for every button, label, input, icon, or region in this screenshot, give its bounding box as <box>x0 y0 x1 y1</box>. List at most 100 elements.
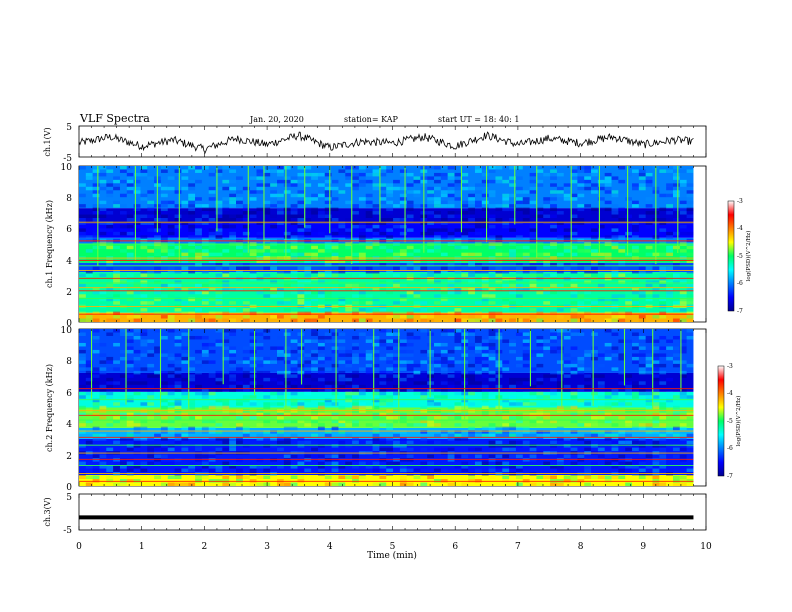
spectrogram-cell <box>311 367 318 371</box>
spectrogram-cell <box>222 437 230 441</box>
spectrogram-cell <box>550 221 557 225</box>
spectrogram-cell <box>488 287 496 291</box>
spectrogram-cell <box>434 297 441 302</box>
spectrogram-cell <box>488 211 496 215</box>
spectrogram-cell <box>618 179 626 184</box>
spectrogram-cell <box>215 273 223 277</box>
spectrogram-cell <box>99 266 107 270</box>
spectrogram-cell <box>618 280 626 284</box>
spectrogram-cell <box>618 311 626 316</box>
spectrogram-cell <box>420 419 428 424</box>
spectrogram-cell <box>666 377 673 382</box>
spectrogram-cell <box>283 370 291 375</box>
spectrogram-cell <box>311 353 318 357</box>
spectrogram-cell <box>358 391 366 396</box>
spectrogram-cell <box>236 398 243 403</box>
spectrogram-cell <box>79 367 86 371</box>
spectrogram-cell <box>474 200 482 205</box>
spectrogram-cell <box>556 186 564 191</box>
spectrogram-cell <box>536 169 544 173</box>
spectrogram-cell <box>304 454 312 459</box>
spectrogram-cell <box>659 412 667 417</box>
spectrogram-cell <box>632 461 639 466</box>
spectrogram-cell <box>297 221 305 225</box>
spectrogram-cell <box>215 280 223 284</box>
spectrogram-cell <box>522 335 530 340</box>
spectrogram-cell <box>276 200 284 205</box>
spectrogram-cell <box>270 315 277 319</box>
spectrogram-cell <box>584 294 592 298</box>
spectrogram-cell <box>618 249 626 253</box>
spectrogram-cell <box>181 169 189 173</box>
spectrogram-cell <box>536 384 544 389</box>
spectrogram-cell <box>147 454 155 459</box>
spectrogram-cell <box>406 363 414 368</box>
spectrogram-cell <box>276 207 284 212</box>
spectrogram-cell <box>434 391 441 396</box>
spectrogram-cell <box>584 166 592 170</box>
spectrogram-cell <box>440 381 448 385</box>
spectrogram-cell <box>399 249 407 253</box>
spectrogram-cell <box>577 384 585 389</box>
spectrogram-cell <box>283 179 291 184</box>
spectrogram-cell <box>338 440 346 445</box>
spectrogram-cell <box>215 437 223 441</box>
spectrogram-cell <box>338 475 346 480</box>
spectrogram-cell <box>434 231 441 236</box>
spectrogram-cell <box>256 186 264 191</box>
spectrogram-cell <box>276 370 284 375</box>
spectrogram-cell <box>584 270 592 274</box>
spectrogram-cell <box>638 391 646 396</box>
spectrogram-cell <box>263 370 271 375</box>
spectrogram-cell <box>208 360 216 364</box>
spectrogram-cell <box>311 172 318 177</box>
spectrogram-cell <box>229 218 237 222</box>
spectrogram-cell <box>488 315 496 319</box>
spectrogram-cell <box>556 388 564 392</box>
spectrogram-cell <box>393 458 400 462</box>
spectrogram-cell <box>406 377 414 382</box>
spectrogram-cell <box>550 329 557 333</box>
spectrogram-cell <box>440 430 448 434</box>
spectrogram-cell <box>304 440 312 445</box>
spectrogram-cell <box>249 356 257 361</box>
spectrogram-cell <box>345 391 353 396</box>
spectrogram-cell <box>488 342 496 347</box>
spectrogram-cell <box>79 218 86 222</box>
spectrogram-cell <box>167 283 175 288</box>
spectrogram-cell <box>399 197 407 201</box>
spectrogram-cell <box>236 423 243 427</box>
spectrogram-cell <box>358 290 366 295</box>
spectrogram-cell <box>597 283 605 288</box>
spectrogram-cell <box>92 329 100 333</box>
spectrogram-cell <box>195 207 202 212</box>
spectrogram-cell <box>126 423 134 427</box>
station-label: station= KAP <box>344 115 399 124</box>
spectrogram-cell <box>92 370 100 375</box>
spectrogram-cell <box>92 374 100 378</box>
spectrogram-cell <box>591 356 598 361</box>
spectrogram-cell <box>427 270 435 274</box>
spectrogram-cell <box>140 273 148 277</box>
spectrogram-cell <box>679 183 687 187</box>
spectrogram-cell <box>181 423 189 427</box>
spectrogram-cell <box>515 416 523 420</box>
spectrogram-cell <box>474 356 482 361</box>
spectrogram-cell <box>604 235 612 239</box>
spectrogram-cell <box>208 197 216 201</box>
spectrogram-cell <box>249 395 257 399</box>
spectrogram-cell <box>638 221 646 225</box>
spectrogram-cell <box>331 468 339 473</box>
spectrogram-cell <box>468 370 475 375</box>
x-axis-tick-labels: 0 1 2 3 4 5 6 7 8 9 10 <box>76 542 712 552</box>
spectrogram-cell <box>672 186 680 191</box>
spectrogram-cell <box>208 172 216 177</box>
spectrogram-cell <box>502 283 510 288</box>
spectrogram-cell <box>550 283 557 288</box>
spectrogram-cell <box>174 335 182 340</box>
spectrogram-cell <box>495 176 503 180</box>
spectrogram-cell <box>447 458 455 462</box>
spectrogram-cell <box>249 211 257 215</box>
spectrogram-cell <box>283 381 291 385</box>
spectrogram-cell <box>352 335 359 340</box>
